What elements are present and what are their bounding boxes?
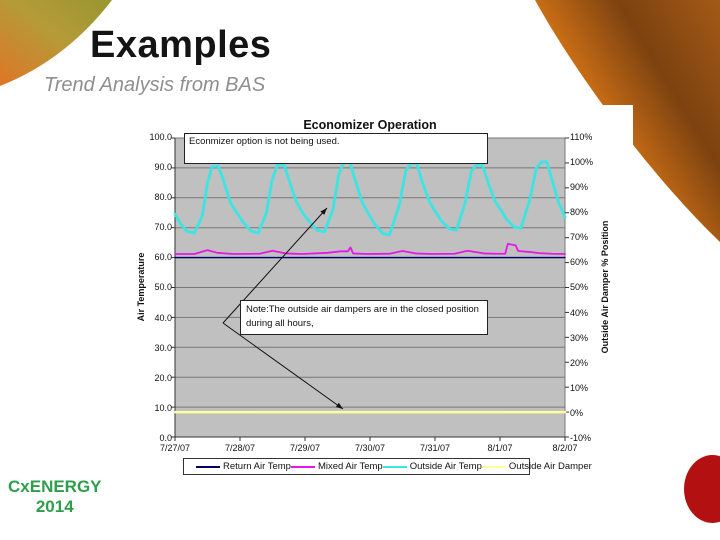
annotation-economizer: Econmizer option is not being used. <box>184 133 488 164</box>
footer-logo: CxENERGY 2014 <box>8 477 102 516</box>
chart-title: Economizer Operation <box>303 118 437 132</box>
legend-label: Outside Air Damper <box>508 461 592 472</box>
tick-label: 80.0 <box>154 192 172 203</box>
tick-label: 70.0 <box>154 222 172 233</box>
tick-label: 50.0 <box>154 282 172 293</box>
legend-label: Mixed Air Temp <box>317 461 383 472</box>
annotation-dampers-note: Note:The outside air dampers are in the … <box>240 300 488 335</box>
tick-label: 10% <box>570 382 589 393</box>
legend-item: Return Air Temp <box>196 461 291 472</box>
tick-label: 7/28/07 <box>224 443 256 453</box>
tick-label: 8/2/07 <box>552 443 578 453</box>
footer-brand: CxENERGY <box>8 477 102 496</box>
legend-swatch-outside-air <box>382 465 407 468</box>
tick-label: 20% <box>570 357 589 368</box>
x-axis-tick-labels: 7/27/07 7/28/07 7/29/07 7/30/07 7/31/07 8/1/0… <box>151 443 589 453</box>
tick-label: 50% <box>570 282 589 293</box>
tick-label: 10.0 <box>154 402 172 413</box>
tick-label: 60.0 <box>154 252 172 263</box>
tick-label: 7/31/07 <box>419 443 451 453</box>
tick-label: 90.0 <box>154 162 172 173</box>
chart-legend: Return Air Temp Mixed Air Temp Outside A… <box>183 458 592 475</box>
tick-label: 30.0 <box>154 342 172 353</box>
tick-label: 7/27/07 <box>159 443 191 453</box>
tick-label: 7/30/07 <box>354 443 386 453</box>
page-subtitle: Trend Analysis from BAS <box>44 74 266 96</box>
tick-label: 0% <box>570 407 584 418</box>
legend-swatch-return-air <box>196 465 220 468</box>
tick-label: 60% <box>570 257 589 268</box>
tick-label: -10% <box>570 432 592 443</box>
tick-label: 90% <box>570 182 589 193</box>
tick-label: 100% <box>570 157 594 168</box>
plot-area <box>171 137 569 441</box>
corner-decoration-red-circle <box>684 455 720 523</box>
tick-label: 40% <box>570 307 589 318</box>
tick-label: 30% <box>570 332 589 343</box>
right-axis-tick-labels: 110% 100% 90% 80% 70% 60% 50% 40% 30% 20% 10% 0% -10… <box>570 132 612 443</box>
tick-label: 8/1/07 <box>487 443 513 453</box>
tick-label: 80% <box>570 207 589 218</box>
tick-label: 40.0 <box>154 312 172 323</box>
page-title: Examples <box>90 24 272 66</box>
tick-label: 70% <box>570 232 589 243</box>
legend-label: Return Air Temp <box>223 461 291 472</box>
tick-label: 20.0 <box>154 372 172 383</box>
tick-label: 110% <box>570 132 593 142</box>
left-axis-tick-labels: 100.0 90.0 80.0 70.0 60.0 50.0 40.0 30.0 20.0 10.… <box>130 132 172 443</box>
legend-label: Outside Air Temp <box>409 461 482 472</box>
footer-year: 2014 <box>35 496 74 516</box>
tick-label: 100.0 <box>149 132 172 142</box>
tick-label: 0.0 <box>159 432 172 443</box>
economizer-chart: Economizer Operation Air Temperature Out… <box>128 105 633 485</box>
legend-item: Mixed Air Temp <box>290 461 383 472</box>
tick-label: 7/29/07 <box>289 443 321 453</box>
legend-swatch-mixed-air <box>290 465 315 468</box>
legend-item: Outside Air Damper <box>481 461 592 472</box>
legend-swatch-damper <box>481 465 506 468</box>
legend-item: Outside Air Temp <box>382 461 482 472</box>
